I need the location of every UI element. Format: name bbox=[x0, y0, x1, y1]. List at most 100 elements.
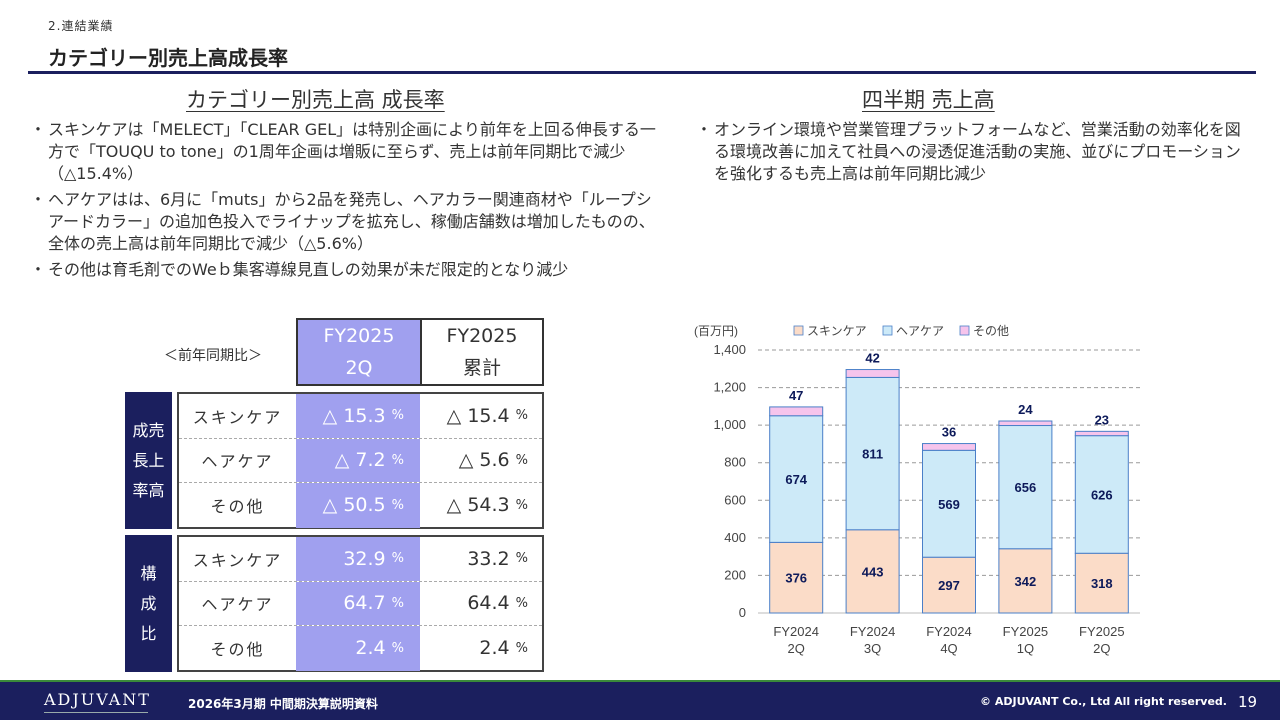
column-header-cumulative-year: FY2025 bbox=[446, 325, 518, 347]
column-header-cumulative: FY2025 累計 bbox=[420, 318, 544, 386]
table-row: その他 △ 50.5% △ 54.3% bbox=[179, 483, 542, 528]
page-title: カテゴリー別売上高成長率 bbox=[48, 46, 288, 70]
bar-segment bbox=[769, 415, 824, 543]
legend-label: スキンケア bbox=[807, 324, 867, 338]
value-text: 2.4 bbox=[479, 637, 510, 660]
row-label: スキンケア bbox=[192, 407, 283, 427]
data-label: 318 bbox=[1091, 576, 1113, 591]
page-number: 19 bbox=[1238, 693, 1258, 711]
quarter-value: 32.9% bbox=[296, 537, 420, 581]
value-text: 64.7 bbox=[343, 592, 386, 615]
bar-segment bbox=[845, 369, 900, 378]
row-label: その他 bbox=[210, 497, 265, 517]
growth-label-line: 長上 bbox=[132, 450, 165, 470]
bar-segment bbox=[845, 376, 900, 531]
data-label: 42 bbox=[865, 351, 879, 366]
data-label: 811 bbox=[862, 447, 883, 462]
bar-segment bbox=[1074, 430, 1129, 437]
quarter-value: △ 15.3% bbox=[296, 394, 420, 438]
left-bullet-1: スキンケアは「MELECT」「CLEAR GEL」は特別企画により前年を上回る伸… bbox=[30, 119, 660, 185]
data-label: 297 bbox=[938, 578, 960, 593]
percent-sign: % bbox=[391, 408, 404, 424]
left-bullet-2: ヘアケアはは、6月に「muts」から2品を発売し、ヘアカラー関連商材や「ループシ… bbox=[30, 189, 660, 255]
table-row: スキンケア △ 15.3% △ 15.4% bbox=[179, 394, 542, 439]
bar-segment bbox=[1074, 552, 1129, 614]
footer: ADJUVANT 2026年3月期 中間期決算説明資料 © ADJUVANT C… bbox=[0, 680, 1280, 720]
percent-sign: % bbox=[515, 497, 528, 513]
composition-label-line: 比 bbox=[140, 623, 157, 643]
y-tick-label: 800 bbox=[724, 455, 746, 470]
value-text: 2.4 bbox=[355, 637, 386, 660]
bar-segment bbox=[922, 556, 976, 614]
cumulative-value: △ 54.3% bbox=[420, 483, 542, 528]
growth-label-line: 成売 bbox=[132, 420, 165, 440]
value-text: △ 5.6 bbox=[458, 449, 510, 472]
bar-segment bbox=[845, 529, 900, 614]
quarter-value: 2.4% bbox=[296, 626, 420, 671]
bar-segment bbox=[998, 420, 1053, 427]
composition-ratio-label: 構 成 比 bbox=[125, 535, 172, 672]
legend-label: ヘアケア bbox=[896, 324, 944, 338]
cumulative-value: 33.2% bbox=[420, 537, 542, 581]
compare-label: ＜前年同期比＞ bbox=[164, 348, 262, 364]
percent-sign: % bbox=[391, 452, 404, 468]
cumulative-value: 2.4% bbox=[420, 626, 542, 671]
growth-rate-group: スキンケア △ 15.3% △ 15.4% ヘアケア △ 7.2% △ 5.6%… bbox=[177, 392, 544, 529]
value-text: △ 50.5 bbox=[322, 494, 386, 517]
percent-sign: % bbox=[515, 408, 528, 424]
composition-label-line: 成 bbox=[140, 593, 157, 613]
x-tick-label: 4Q bbox=[940, 641, 957, 656]
left-bullet-3: その他は育毛剤でのWeｂ集客導線見直しの効果が未だ限定的となり減少 bbox=[30, 259, 660, 281]
x-tick-label: 2Q bbox=[1093, 641, 1110, 656]
column-header-quarter: FY2025 2Q bbox=[296, 318, 420, 386]
left-heading: カテゴリー別売上高 成長率 bbox=[186, 88, 445, 112]
growth-label-line: 率高 bbox=[132, 480, 165, 500]
left-bullets: スキンケアは「MELECT」「CLEAR GEL」は特別企画により前年を上回る伸… bbox=[30, 119, 660, 285]
y-unit-label: (百万円) bbox=[694, 324, 738, 338]
data-label: 443 bbox=[862, 564, 884, 579]
company-logo: ADJUVANT bbox=[44, 690, 151, 709]
data-label: 23 bbox=[1095, 412, 1109, 427]
y-tick-label: 1,400 bbox=[713, 342, 746, 357]
column-header-cumulative-period: 累計 bbox=[462, 357, 501, 379]
bar-segment bbox=[769, 541, 824, 614]
value-text: △ 15.3 bbox=[322, 404, 386, 427]
growth-rate-label: 成売 長上 率高 bbox=[125, 392, 172, 529]
percent-sign: % bbox=[515, 595, 528, 611]
value-text: △ 15.4 bbox=[446, 404, 510, 427]
x-tick-label: FY2024 bbox=[773, 624, 819, 639]
data-label: 47 bbox=[789, 388, 803, 403]
x-tick-label: 1Q bbox=[1017, 641, 1034, 656]
percent-sign: % bbox=[515, 551, 528, 567]
data-label: 674 bbox=[785, 472, 807, 487]
percent-sign: % bbox=[391, 640, 404, 656]
percent-sign: % bbox=[391, 497, 404, 513]
y-tick-label: 1,200 bbox=[713, 380, 746, 395]
data-label: 342 bbox=[1015, 574, 1037, 589]
cumulative-value: 64.4% bbox=[420, 582, 542, 626]
value-text: △ 54.3 bbox=[446, 494, 510, 517]
x-tick-label: FY2025 bbox=[1079, 624, 1125, 639]
x-tick-label: 3Q bbox=[864, 641, 881, 656]
data-label: 626 bbox=[1091, 487, 1113, 502]
composition-label-line: 構 bbox=[140, 563, 157, 583]
data-label: 376 bbox=[785, 571, 807, 586]
section-label: 2.連結業績 bbox=[48, 19, 114, 33]
x-tick-label: FY2024 bbox=[926, 624, 972, 639]
percent-sign: % bbox=[515, 640, 528, 656]
composition-ratio-group: スキンケア 32.9% 33.2% ヘアケア 64.7% 64.4% その他 2… bbox=[177, 535, 544, 672]
data-label: 36 bbox=[942, 425, 956, 440]
cumulative-value: △ 5.6% bbox=[420, 439, 542, 483]
legend-label: その他 bbox=[973, 324, 1009, 338]
table-row: その他 2.4% 2.4% bbox=[179, 626, 542, 671]
row-label: スキンケア bbox=[192, 550, 283, 570]
legend-swatch bbox=[882, 325, 893, 336]
row-label: ヘアケア bbox=[201, 595, 274, 615]
x-tick-label: 2Q bbox=[788, 641, 805, 656]
quarter-value: △ 50.5% bbox=[296, 483, 420, 528]
logo-underline bbox=[44, 712, 148, 713]
bar-segment bbox=[998, 425, 1053, 550]
right-heading: 四半期 売上高 bbox=[862, 88, 995, 112]
bar-segment bbox=[1074, 435, 1129, 554]
